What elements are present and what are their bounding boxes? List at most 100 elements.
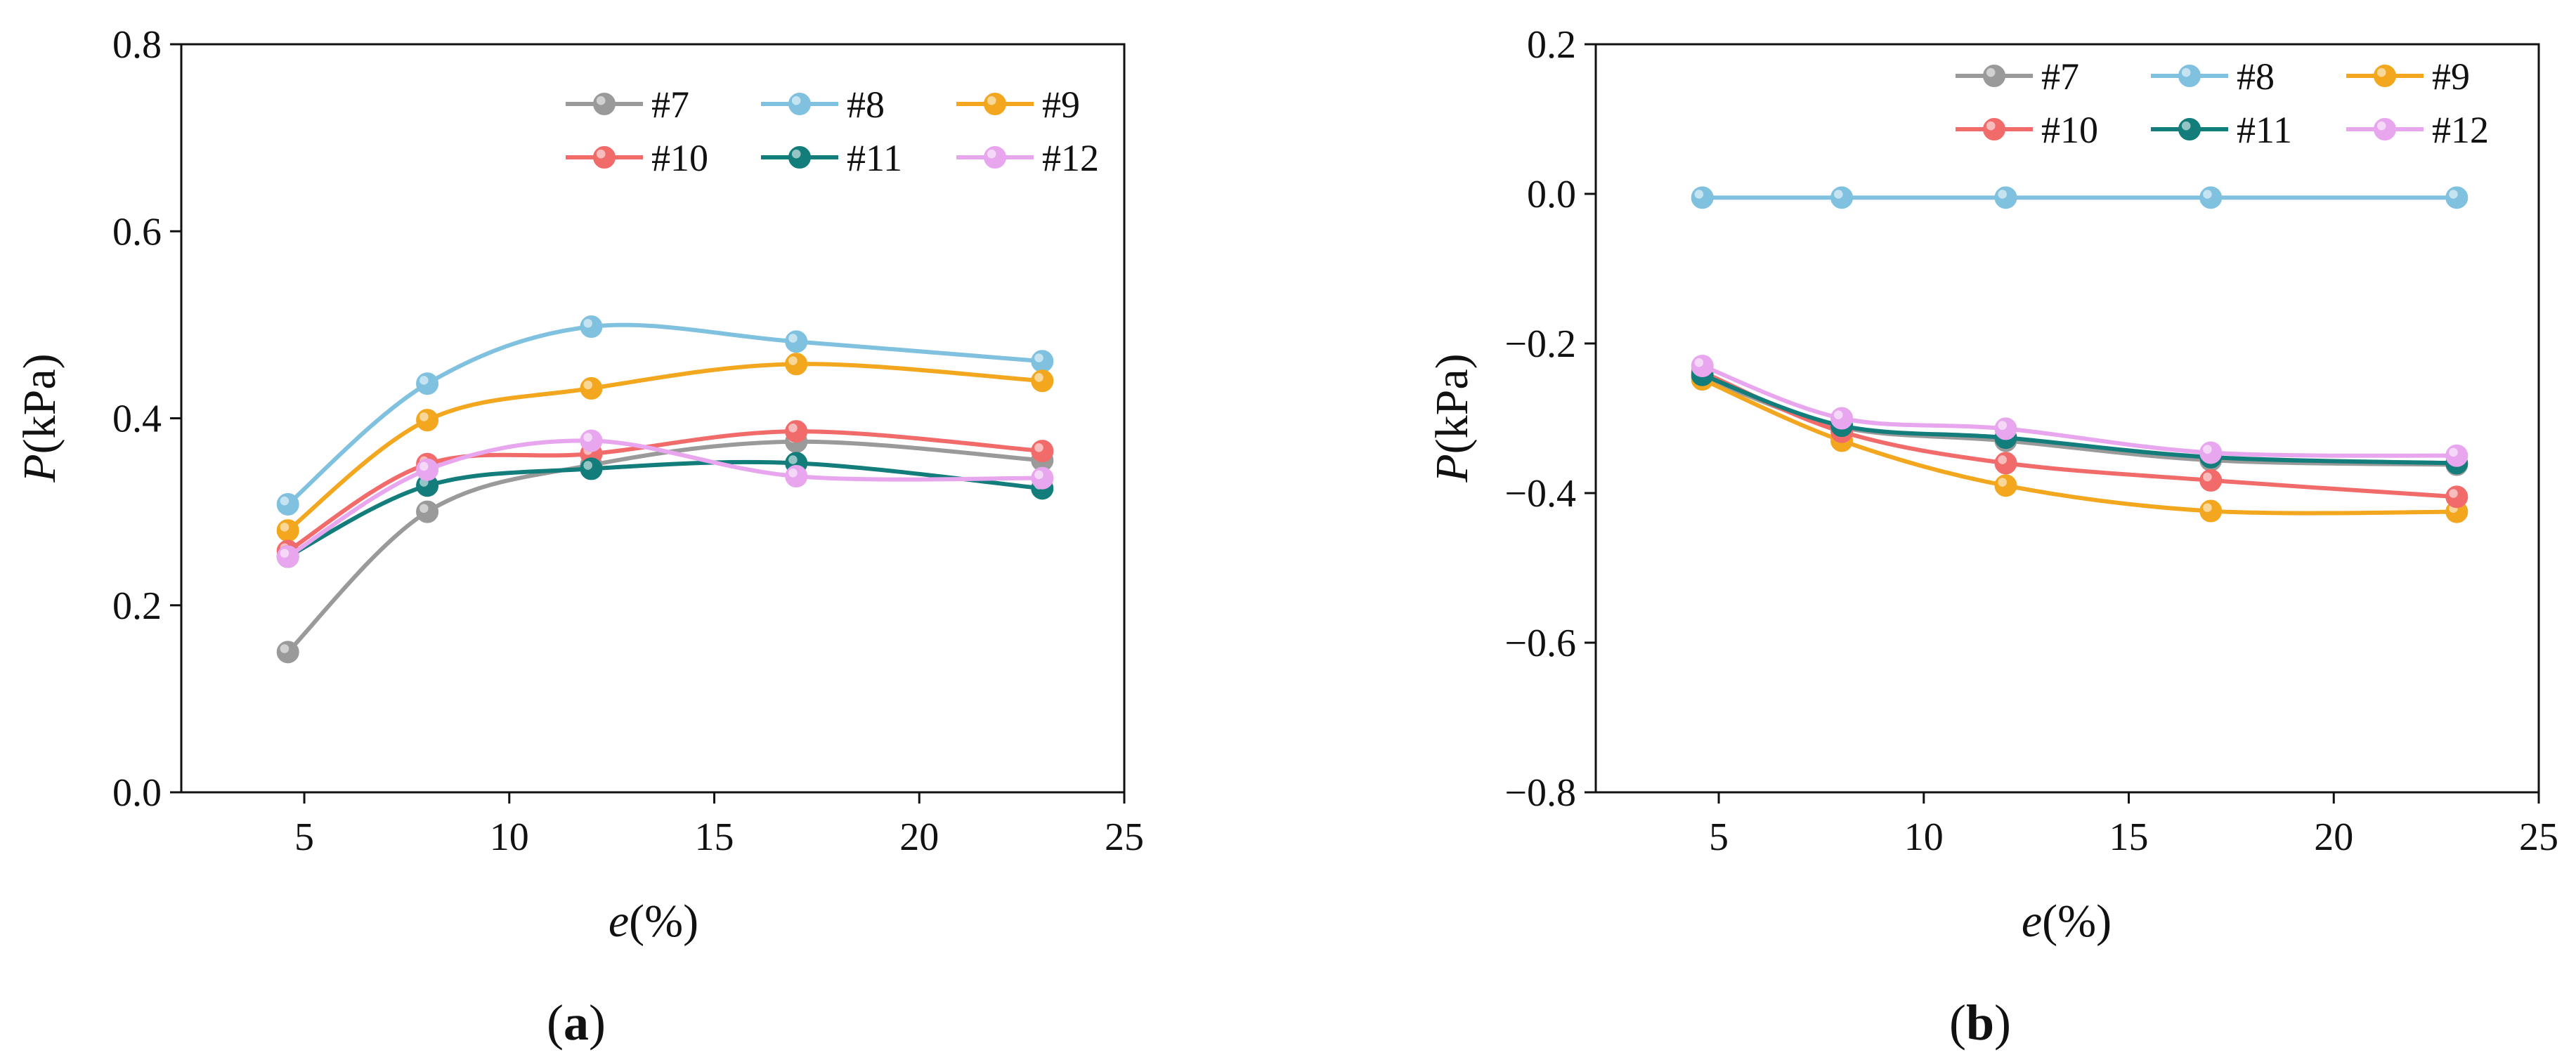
x-axis-label: e(%) [609,896,698,947]
x-tick-label: 15 [695,815,734,859]
point-8-0-fill [276,492,299,516]
point-12-3-fill [2199,441,2223,464]
point-10-2-highlight [1998,455,2007,464]
x-axis-label-var: e [609,896,629,947]
legend-marker [2178,118,2201,140]
point-12-3-highlight [2203,445,2212,454]
point-11-2-fill [580,457,603,480]
point-8-1 [1830,186,1854,209]
series-line-10 [287,429,1043,553]
point-8-0-highlight [280,496,290,506]
point-12-2-fill [1994,417,2017,440]
point-12-0-highlight [1694,358,1704,367]
point-8-1-highlight [419,376,429,385]
point-10-4-highlight [2449,489,2458,498]
point-12-1-highlight [419,461,429,471]
point-8-1-fill [1830,186,1854,209]
point-12-0-fill [276,545,299,568]
y-tick-label: −0.4 [1504,472,1576,516]
point-9-2 [580,376,603,400]
legend-label: #9 [1042,84,1080,126]
caption-letter: b [1966,995,1994,1051]
series-line-12 [287,438,1043,559]
legend: #7 #8 #9 #10 #11 #12 [566,84,1099,179]
x-axis-label-var: e [2022,896,2042,947]
point-12-0-highlight [280,549,290,558]
point-9-3 [785,353,808,376]
point-7-1-highlight [419,504,429,513]
point-8-4-highlight [1034,353,1043,362]
legend-marker [593,93,616,115]
series-line-11 [1701,372,2457,466]
point-11-2-highlight [583,461,592,470]
x-tick-label: 15 [2109,815,2149,859]
point-9-3-highlight [788,356,798,365]
point-12-0 [1691,354,1714,377]
point-9-2-highlight [1998,478,2007,487]
y-axis-label-var: P [1426,454,1478,483]
legend-label: #9 [2432,55,2470,98]
caption-open: ( [547,995,564,1051]
x-axis-label-unit: (%) [629,896,698,947]
point-8-3-fill [2199,186,2223,209]
x-tick-label: 5 [294,815,314,859]
point-12-2 [580,429,603,452]
legend-marker [593,146,616,169]
y-axis-label: P(kPa) [14,353,65,483]
point-9-2-fill [580,376,603,400]
point-9-2 [1994,474,2017,497]
point-12-4-fill [2445,444,2468,467]
chart-panel-a: 5 10 15 20 25 0.0 0.2 0.4 0.6 0.8 P(kPa) e(%) (a) #7 #… [14,23,1144,1051]
legend-marker-highlight [596,149,606,159]
y-axis-label-unit: (kPa) [1426,353,1478,454]
legend-marker-fill [2374,65,2396,87]
point-10-4 [1031,440,1054,463]
x-tick-label: 20 [2314,815,2353,859]
point-12-1-fill [416,458,439,481]
point-8-0-fill [1691,186,1714,209]
caption-close: ) [589,995,606,1051]
point-9-1-highlight [419,412,429,421]
point-8-3 [2199,186,2223,209]
legend-marker-fill [2178,65,2201,87]
legend: #7 #8 #9 #10 #11 #12 [1956,55,2489,151]
point-10-4-fill [1031,440,1054,463]
point-12-1 [416,458,439,481]
point-9-3-fill [785,353,808,376]
legend-marker-highlight [987,96,996,105]
x-axis-label-unit: (%) [2042,896,2112,947]
series-line-11 [287,459,1043,559]
x-tick-label: 25 [1105,815,1144,859]
legend-marker-highlight [791,96,801,105]
point-12-3-highlight [788,468,798,478]
point-12-4-highlight [1034,470,1043,480]
y-tick-label: 0.0 [112,771,162,815]
point-9-4 [1031,369,1054,393]
legend-marker [984,146,1006,169]
y-axis-label: P(kPa) [1426,353,1478,483]
point-7-0-fill [276,641,299,664]
legend-marker-fill [593,93,616,115]
legend-marker-highlight [2376,121,2386,131]
point-9-3-highlight [2203,503,2212,513]
legend-label: #7 [651,84,689,126]
y-axis-label-var: P [14,454,65,483]
legend-marker-highlight [1986,121,1996,131]
y-tick-label: −0.6 [1504,622,1576,665]
point-10-3-fill [785,420,808,443]
point-12-0 [276,545,299,568]
y-tick-label: 0.4 [112,398,162,441]
legend-marker-fill [1983,65,2005,87]
legend-marker-highlight [2376,67,2386,77]
caption-open: ( [1949,995,1966,1051]
legend-marker-fill [593,146,616,169]
legend-marker-highlight [596,96,606,105]
legend-marker-fill [788,93,811,115]
point-8-1-fill [416,372,439,395]
x-tick-label: 25 [2519,815,2558,859]
x-axis-label: e(%) [2022,896,2112,947]
chart-b-svg: 5 10 15 20 25 −0.8 −0.6 −0.4 −0.2 0.0 0.2 P(kPa) e(%… [1426,23,2558,1051]
panel-caption: (a) [547,995,606,1051]
point-9-3 [2199,499,2223,523]
point-11-1 [416,474,439,497]
